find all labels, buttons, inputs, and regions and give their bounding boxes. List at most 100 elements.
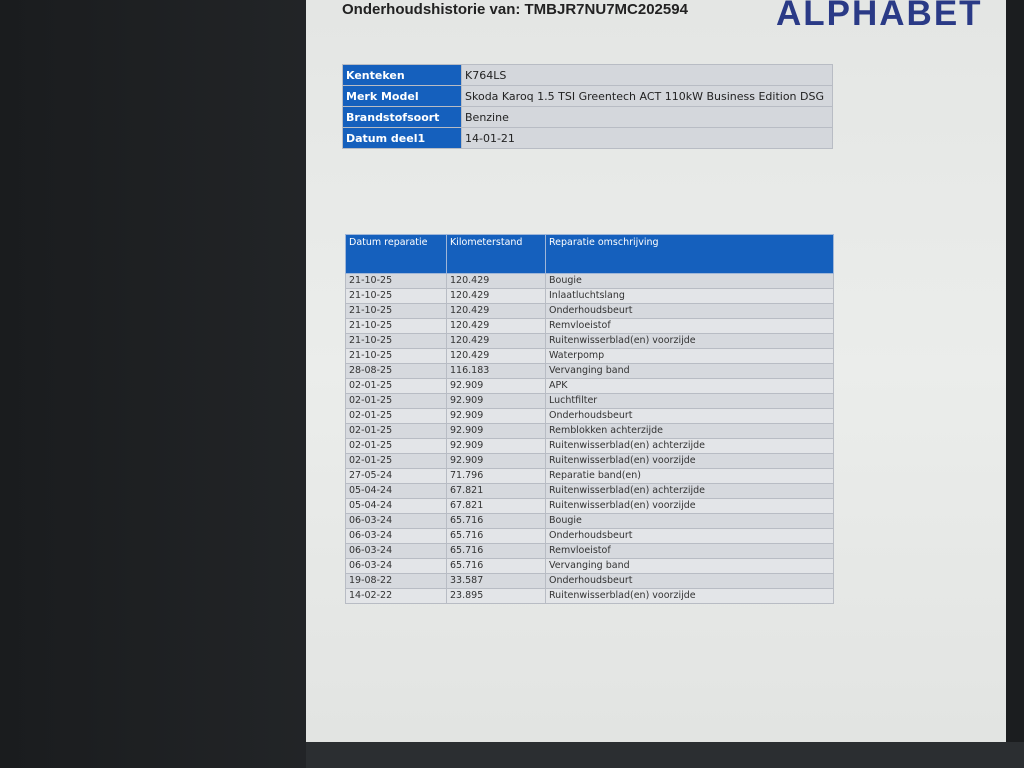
cell-date: 06-03-24 xyxy=(345,528,447,544)
cell-mileage: 71.796 xyxy=(446,468,546,484)
table-row: 19-08-22 33.587 Onderhoudsbeurt xyxy=(345,573,834,589)
cell-mileage: 92.909 xyxy=(446,423,546,439)
cell-date: 05-04-24 xyxy=(345,498,447,514)
info-value: K764LS xyxy=(461,64,833,86)
cell-description: Vervanging band xyxy=(545,558,834,574)
alphabet-logo: ALPHABET xyxy=(776,0,983,33)
table-row: 06-03-24 65.716 Vervanging band xyxy=(345,558,834,574)
cell-mileage: 67.821 xyxy=(446,498,546,514)
cell-description: Onderhoudsbeurt xyxy=(545,408,834,424)
cell-date: 21-10-25 xyxy=(345,333,447,349)
table-row: 05-04-24 67.821 Ruitenwisserblad(en) voorz… xyxy=(345,498,834,514)
info-row: Kenteken K764LS xyxy=(342,64,833,86)
cell-description: Vervanging band xyxy=(545,363,834,379)
cell-mileage: 65.716 xyxy=(446,528,546,544)
table-row: 02-01-25 92.909 APK xyxy=(345,378,834,394)
info-row: Merk Model Skoda Karoq 1.5 TSI Greentech … xyxy=(342,85,833,107)
cell-description: Ruitenwisserblad(en) voorzijde xyxy=(545,588,834,604)
cell-description: Onderhoudsbeurt xyxy=(545,303,834,319)
table-row: 06-03-24 65.716 Onderhoudsbeurt xyxy=(345,528,834,544)
cell-mileage: 65.716 xyxy=(446,543,546,559)
cell-date: 21-10-25 xyxy=(345,348,447,364)
cell-date: 02-01-25 xyxy=(345,423,447,439)
vehicle-info-table: Kenteken K764LS Merk Model Skoda Karoq 1.5 … xyxy=(342,64,833,149)
cell-description: Remvloeistof xyxy=(545,543,834,559)
cell-description: APK xyxy=(545,378,834,394)
table-row: 27-05-24 71.796 Reparatie band(en) xyxy=(345,468,834,484)
cell-mileage: 67.821 xyxy=(446,483,546,499)
table-row: 21-10-25 120.429 Onderhoudsbeurt xyxy=(345,303,834,319)
cell-date: 02-01-25 xyxy=(345,408,447,424)
info-row: Datum deel1 14-01-21 xyxy=(342,127,833,149)
cell-description: Ruitenwisserblad(en) achterzijde xyxy=(545,483,834,499)
cell-description: Waterpomp xyxy=(545,348,834,364)
table-header-row: Datum reparatie Kilometerstand Reparatie… xyxy=(345,234,834,274)
cell-description: Ruitenwisserblad(en) voorzijde xyxy=(545,498,834,514)
column-header-date: Datum reparatie xyxy=(345,234,447,274)
document-page: Onderhoudshistorie van: TMBJR7NU7MC20259… xyxy=(306,0,1006,742)
info-value: Benzine xyxy=(461,106,833,128)
cell-description: Ruitenwisserblad(en) achterzijde xyxy=(545,438,834,454)
cell-date: 02-01-25 xyxy=(345,393,447,409)
cell-mileage: 92.909 xyxy=(446,378,546,394)
column-header-mileage: Kilometerstand xyxy=(446,234,546,274)
page-title: Onderhoudshistorie van: TMBJR7NU7MC20259… xyxy=(342,1,688,18)
table-row: 02-01-25 92.909 Ruitenwisserblad(en) voorz… xyxy=(345,453,834,469)
cell-mileage: 92.909 xyxy=(446,393,546,409)
table-row: 02-01-25 92.909 Remblokken achterzijde xyxy=(345,423,834,439)
cell-mileage: 120.429 xyxy=(446,303,546,319)
cell-date: 19-08-22 xyxy=(345,573,447,589)
info-label: Merk Model xyxy=(342,85,462,107)
cell-description: Luchtfilter xyxy=(545,393,834,409)
cell-description: Onderhoudsbeurt xyxy=(545,528,834,544)
info-value: 14-01-21 xyxy=(461,127,833,149)
cell-date: 06-03-24 xyxy=(345,543,447,559)
cell-mileage: 23.895 xyxy=(446,588,546,604)
cell-date: 21-10-25 xyxy=(345,273,447,289)
cell-date: 14-02-22 xyxy=(345,588,447,604)
table-row: 21-10-25 120.429 Waterpomp xyxy=(345,348,834,364)
info-label: Kenteken xyxy=(342,64,462,86)
cell-mileage: 65.716 xyxy=(446,558,546,574)
cell-description: Reparatie band(en) xyxy=(545,468,834,484)
table-row: 02-01-25 92.909 Luchtfilter xyxy=(345,393,834,409)
screen-bezel-bottom xyxy=(306,742,1024,768)
cell-mileage: 33.587 xyxy=(446,573,546,589)
cell-date: 21-10-25 xyxy=(345,318,447,334)
cell-mileage: 120.429 xyxy=(446,288,546,304)
table-row: 02-01-25 92.909 Onderhoudsbeurt xyxy=(345,408,834,424)
cell-mileage: 120.429 xyxy=(446,318,546,334)
cell-date: 27-05-24 xyxy=(345,468,447,484)
cell-mileage: 92.909 xyxy=(446,438,546,454)
cell-mileage: 92.909 xyxy=(446,408,546,424)
table-row: 28-08-25 116.183 Vervanging band xyxy=(345,363,834,379)
cell-mileage: 120.429 xyxy=(446,333,546,349)
column-header-description: Reparatie omschrijving xyxy=(545,234,834,274)
table-row: 06-03-24 65.716 Remvloeistof xyxy=(345,543,834,559)
table-row: 21-10-25 120.429 Remvloeistof xyxy=(345,318,834,334)
cell-description: Ruitenwisserblad(en) voorzijde xyxy=(545,333,834,349)
cell-description: Ruitenwisserblad(en) voorzijde xyxy=(545,453,834,469)
table-row: 05-04-24 67.821 Ruitenwisserblad(en) achte… xyxy=(345,483,834,499)
cell-mileage: 120.429 xyxy=(446,273,546,289)
table-row: 21-10-25 120.429 Bougie xyxy=(345,273,834,289)
info-row: Brandstofsoort Benzine xyxy=(342,106,833,128)
cell-description: Bougie xyxy=(545,513,834,529)
cell-date: 28-08-25 xyxy=(345,363,447,379)
table-row: 06-03-24 65.716 Bougie xyxy=(345,513,834,529)
screen-bezel-right xyxy=(1006,0,1024,768)
table-row: 21-10-25 120.429 Ruitenwisserblad(en) voor… xyxy=(345,333,834,349)
cell-description: Inlaatluchtslang xyxy=(545,288,834,304)
cell-date: 02-01-25 xyxy=(345,438,447,454)
cell-mileage: 92.909 xyxy=(446,453,546,469)
cell-date: 06-03-24 xyxy=(345,513,447,529)
cell-mileage: 116.183 xyxy=(446,363,546,379)
info-value: Skoda Karoq 1.5 TSI Greentech ACT 110kW … xyxy=(461,85,833,107)
table-row: 14-02-22 23.895 Ruitenwisserblad(en) voorz… xyxy=(345,588,834,604)
maintenance-history-table: Datum reparatie Kilometerstand Reparatie… xyxy=(345,234,834,604)
info-label: Brandstofsoort xyxy=(342,106,462,128)
cell-description: Bougie xyxy=(545,273,834,289)
cell-mileage: 65.716 xyxy=(446,513,546,529)
cell-description: Remblokken achterzijde xyxy=(545,423,834,439)
info-label: Datum deel1 xyxy=(342,127,462,149)
